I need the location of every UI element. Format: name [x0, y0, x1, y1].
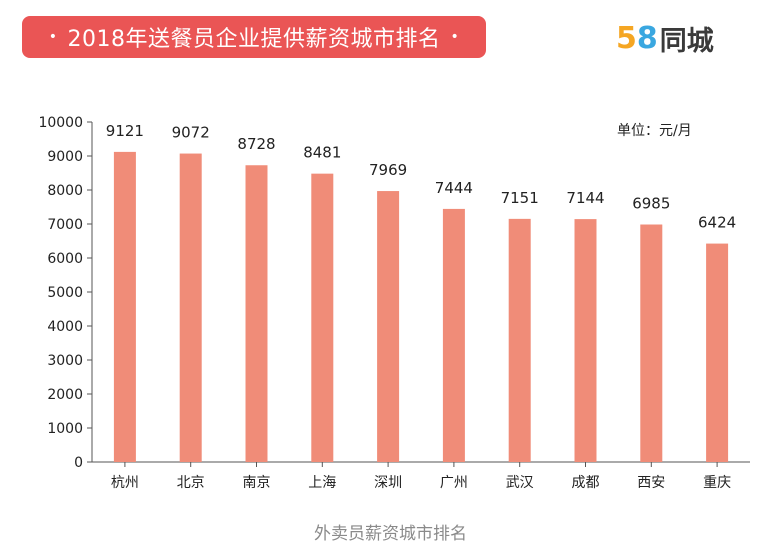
data-label: 8481: [303, 144, 341, 162]
bar: [311, 173, 334, 462]
data-label: 7144: [566, 189, 604, 207]
bar: [508, 218, 531, 462]
title-dot-left: •: [48, 29, 58, 45]
chart-title-banner: • 2018年送餐员企业提供薪资城市排名 •: [22, 16, 486, 58]
bar: [640, 224, 663, 462]
x-category-label: 杭州: [111, 475, 139, 491]
y-tick-label: 0: [74, 455, 83, 471]
x-category-label: 广州: [440, 475, 468, 491]
x-category-label: 深圳: [374, 475, 402, 491]
data-label: 7444: [435, 179, 473, 197]
brand-logo: 5 8 同城: [616, 16, 714, 60]
bar: [179, 153, 202, 462]
logo-text: 同城: [659, 25, 714, 57]
x-category-label: 南京: [243, 475, 271, 491]
image-caption: 外卖员薪资城市排名: [314, 524, 467, 544]
logo-digit-8: 8: [636, 20, 658, 56]
x-category-label: 武汉: [506, 475, 534, 491]
bar: [245, 165, 268, 463]
y-tick-label: 1000: [47, 421, 83, 437]
y-tick-label: 9000: [47, 149, 83, 165]
y-tick-label: 4000: [47, 319, 83, 335]
y-tick-label: 3000: [47, 353, 83, 369]
data-label: 9072: [172, 124, 210, 142]
bar: [377, 191, 400, 462]
x-category-label: 西安: [637, 475, 665, 491]
data-label: 7151: [501, 189, 539, 207]
chart-title: 2018年送餐员企业提供薪资城市排名: [67, 27, 441, 52]
y-tick-label: 10000: [38, 115, 83, 131]
title-dot-right: •: [450, 29, 460, 45]
bar: [113, 151, 136, 463]
x-category-label: 重庆: [703, 475, 731, 491]
y-tick-label: 6000: [47, 251, 83, 267]
bar: [706, 243, 729, 462]
data-label: 6424: [698, 214, 736, 232]
x-category-label: 成都: [572, 475, 600, 491]
bar: [442, 208, 465, 462]
data-label: 6985: [632, 195, 670, 213]
data-label: 9121: [106, 122, 144, 140]
data-label: 7969: [369, 161, 407, 179]
y-tick-label: 2000: [47, 387, 83, 403]
unit-label: 单位：元/月: [617, 123, 692, 139]
y-tick-label: 5000: [47, 285, 83, 301]
x-category-label: 上海: [308, 475, 336, 491]
x-category-label: 北京: [177, 475, 205, 491]
y-tick-label: 8000: [47, 183, 83, 199]
logo-digit-5: 5: [616, 20, 637, 56]
bar: [574, 219, 597, 462]
data-label: 8728: [237, 135, 275, 153]
y-tick-label: 7000: [47, 217, 83, 233]
